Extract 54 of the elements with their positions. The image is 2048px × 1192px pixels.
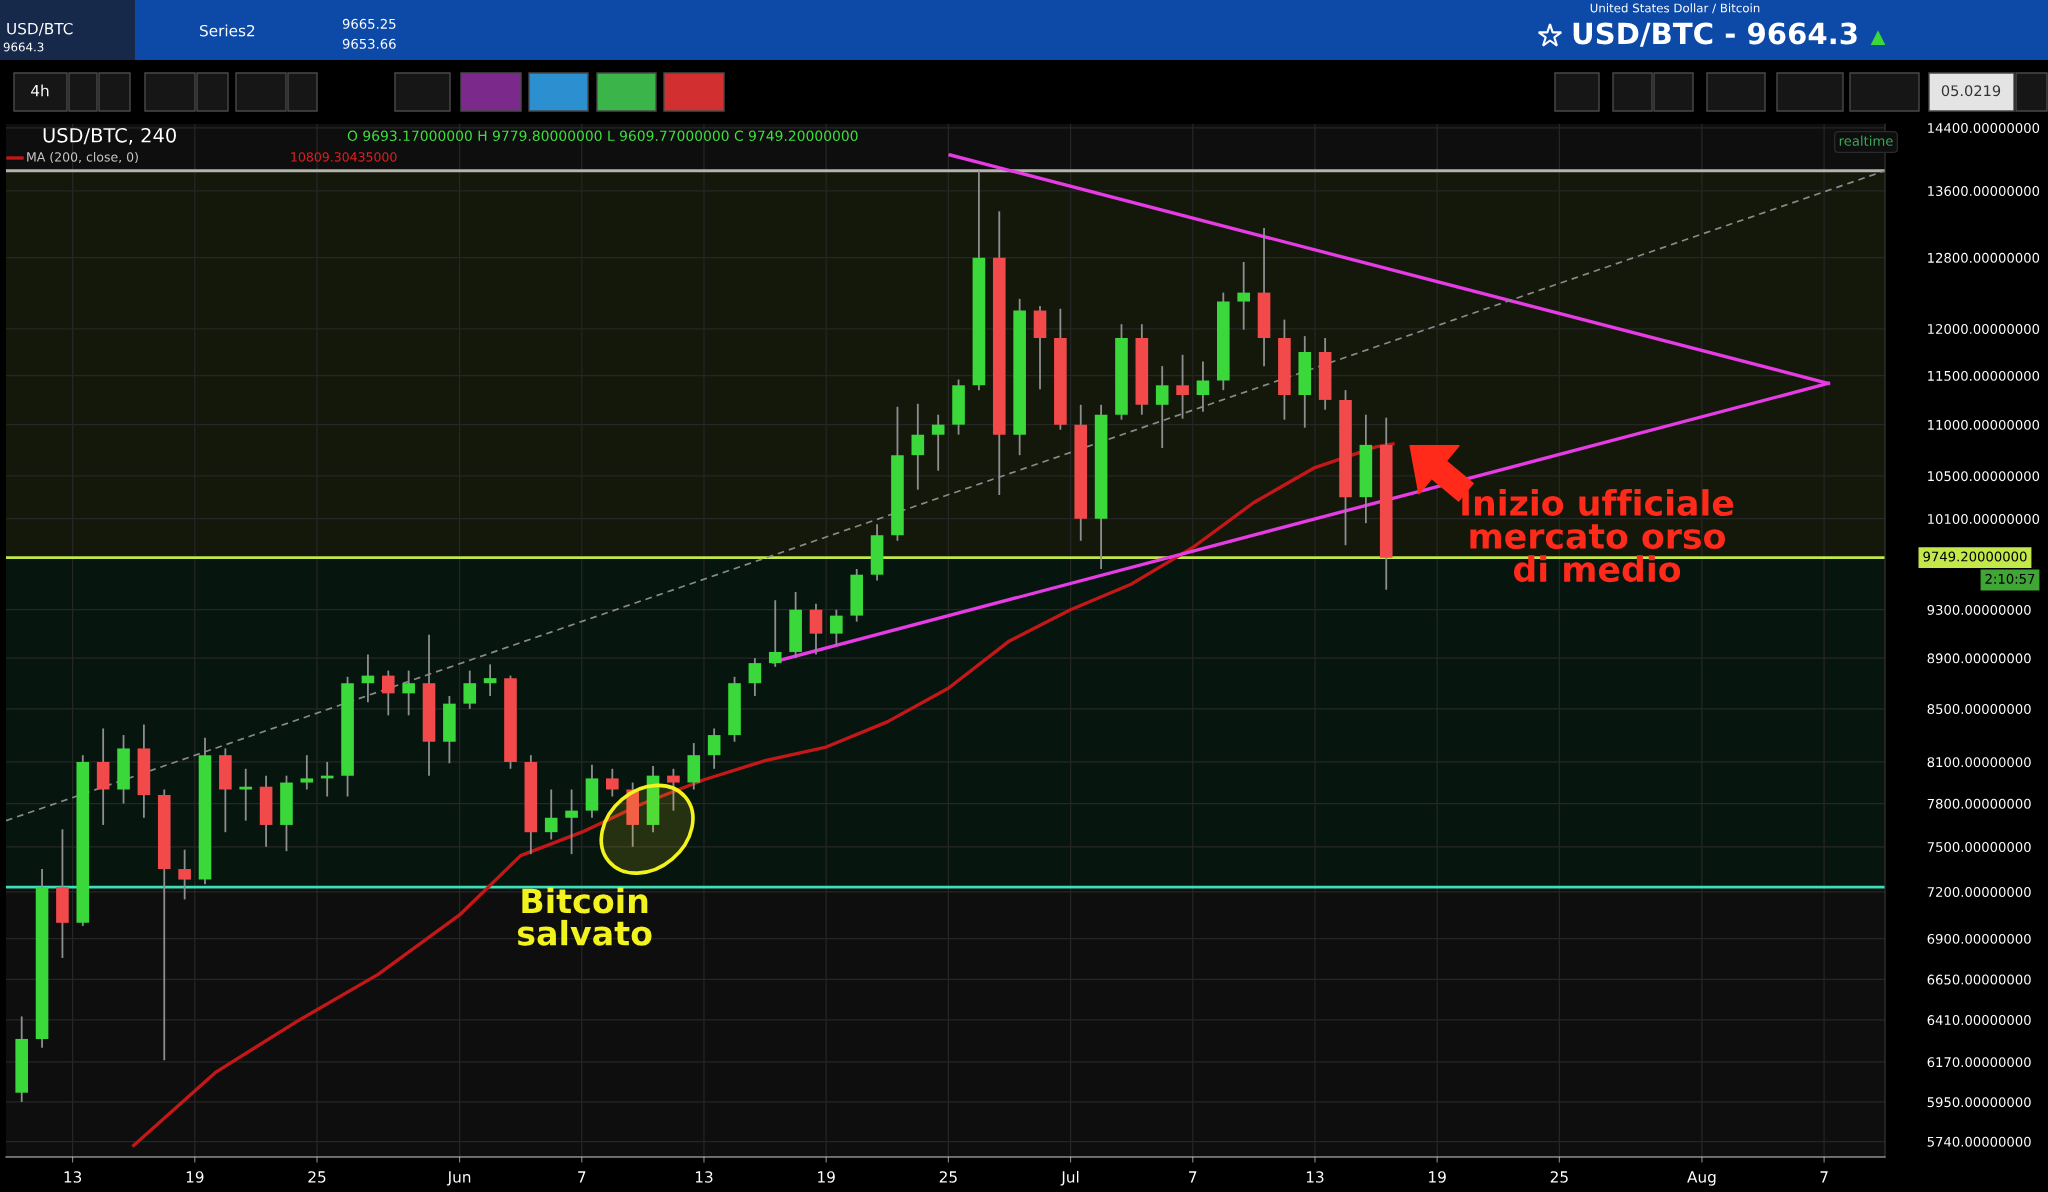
y-tick-label: 12800.00000000 [1928,252,2040,263]
y-tick-label: 13600.00000000 [1928,186,2040,197]
x-tick-label: 25 [308,1171,326,1183]
x-tick-label: 13 [1306,1171,1324,1183]
y-tick-label: 8100.00000000 [1927,757,2031,768]
y-tick-label: 8900.00000000 [1927,653,2031,664]
chart-title: USD/BTC - 9664.3 [1573,22,1857,47]
y-tick-label: 5740.00000000 [1927,1136,2031,1147]
annotation: USD/BTC, 240 [43,127,176,145]
x-tick-label: Aug [1687,1171,1716,1186]
y-tick-label: 6410.00000000 [1927,1015,2031,1026]
text: 4h [31,84,49,97]
chart-subtitle: United States Dollar / Bitcoin [1590,3,1760,14]
x-tick-label: 7 [578,1171,586,1183]
ref-line-label: 9749.20000000 [1923,551,2027,562]
x-tick-label: Jul [1060,1170,1079,1186]
x-tick-label: 7 [1189,1171,1197,1183]
annotation: Bitcoin salvato [517,887,652,946]
x-tick-label: 19 [818,1171,835,1183]
y-tick-label: 6900.00000000 [1927,933,2031,944]
text: Series2 [200,24,255,37]
y-tick-label: 12000.00000000 [1928,323,2040,334]
x-tick-label: 19 [1429,1171,1446,1183]
x-tick-label: 7 [1820,1171,1828,1183]
y-tick-label: 11000.00000000 [1928,419,2040,430]
annotation: 10809.30435000 [291,152,397,162]
annotation: Inizio ufficiale mercato orso di medio [1462,489,1734,583]
text: 9665.25 [342,18,396,29]
y-tick-label: 10100.00000000 [1928,513,2040,524]
legend-label: MA (200, close, 0) [27,151,138,164]
text: 2:10:57 [1985,573,2035,584]
x-tick-label: 13 [695,1171,713,1183]
annotation: realtime [1839,135,1893,146]
y-tick-label: 6170.00000000 [1927,1057,2031,1068]
y-tick-label: 6650.00000000 [1927,974,2031,985]
y-tick-label: 7200.00000000 [1927,886,2031,897]
annotation: O 9693.17000000 H 9779.80000000 L 9609.77000000 C 9749.20000000 [347,130,858,142]
y-tick-label: 8500.00000000 [1927,704,2031,715]
x-tick-label: 19 [186,1171,204,1183]
y-tick-label: 14400.00000000 [1928,123,2040,134]
x-tick-label: 25 [1550,1171,1568,1183]
y-tick-label: 11500.00000000 [1928,370,2040,381]
x-tick-label: Jun [446,1171,471,1186]
y-tick-label: 7500.00000000 [1927,841,2031,852]
text: 9664.3 [3,42,44,52]
y-tick-label: 7800.00000000 [1927,798,2031,809]
y-tick-label: 9300.00000000 [1927,604,2031,615]
y-tick-label: 10500.00000000 [1928,471,2040,482]
text: 9653.66 [342,38,396,49]
text: USD/BTC [7,22,73,36]
text: 05.0219 [1941,85,2001,97]
x-tick-label: 13 [64,1171,82,1183]
x-tick-label: 25 [939,1171,957,1183]
y-tick-label: 5950.00000000 [1927,1097,2031,1108]
